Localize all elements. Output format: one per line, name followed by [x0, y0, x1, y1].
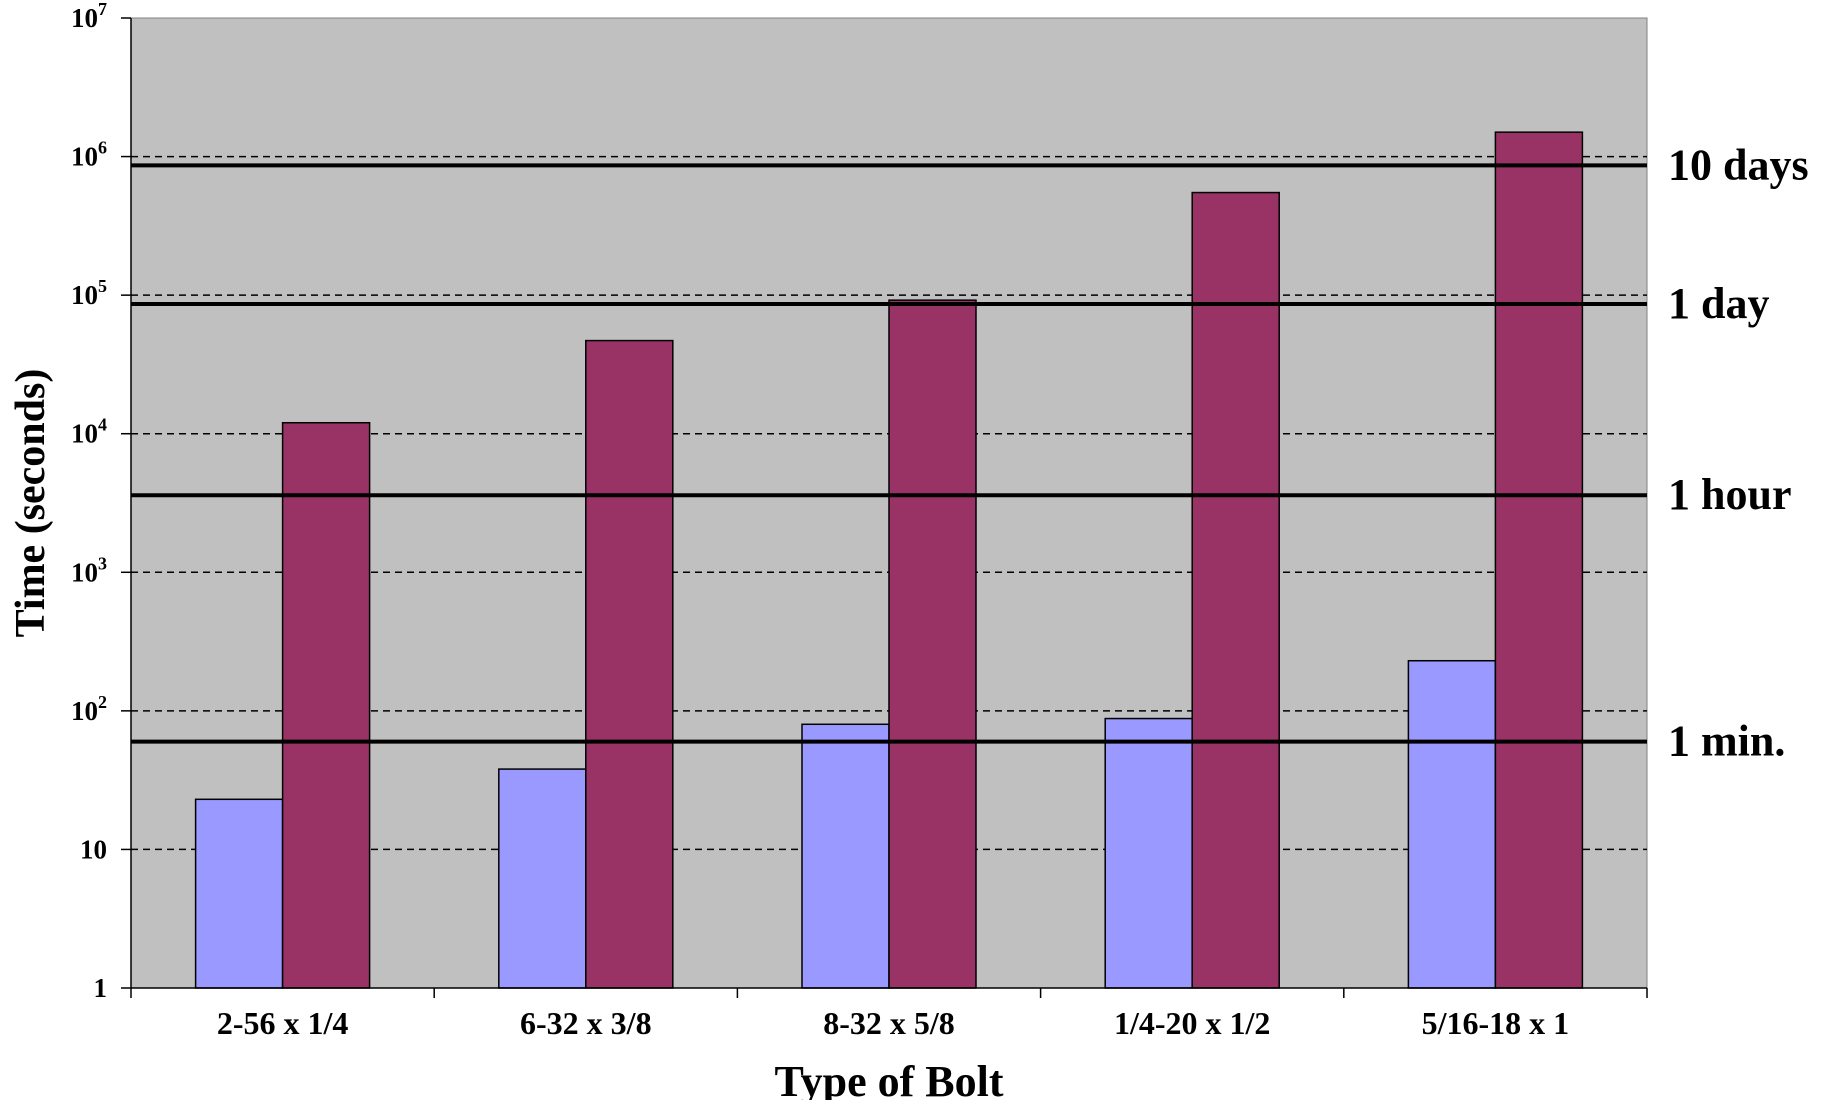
- y-tick-label: 103: [71, 553, 107, 587]
- x-tick-label: 2-56 x 1/4: [217, 1005, 349, 1041]
- y-tick-label: 105: [71, 276, 107, 310]
- y-tick-label: 102: [71, 692, 107, 726]
- gridlines: [131, 155, 1647, 851]
- bar-series-2: [1494, 131, 1584, 989]
- bar-series-2: [281, 421, 371, 989]
- reference-label: 1 min.: [1668, 717, 1785, 766]
- bar-series-1: [194, 798, 284, 989]
- axes: [121, 17, 1648, 998]
- tick-labels: 1 min. 1 hour 1 day 10 days 1 10 102 103 104 105 1…: [71, 0, 1809, 1041]
- x-axis-title: Type of Bolt: [775, 1057, 1004, 1100]
- y-tick-label: 10: [80, 834, 107, 864]
- bar-series-2: [585, 339, 674, 989]
- reference-label: 1 hour: [1668, 470, 1791, 519]
- reference-lines: [131, 163, 1647, 744]
- x-tick-label: 5/16-18 x 1: [1422, 1005, 1570, 1041]
- y-tick-label: 106: [71, 138, 107, 172]
- reference-label: 10 days: [1668, 140, 1809, 189]
- y-tick-label: 1: [94, 973, 108, 1003]
- bar-series-2: [1191, 191, 1280, 989]
- bar-series-1: [1104, 717, 1193, 989]
- x-tick-label: 8-32 x 5/8: [823, 1005, 955, 1041]
- bar-series-1: [1407, 659, 1497, 989]
- y-tick-label: 107: [71, 0, 107, 33]
- bars: [194, 131, 1584, 989]
- y-tick-label: 104: [71, 415, 107, 449]
- y-axis-title: Time (seconds): [8, 369, 54, 638]
- bar-series-1: [801, 723, 890, 989]
- bar-series-1: [498, 768, 587, 989]
- x-tick-label: 1/4-20 x 1/2: [1114, 1005, 1270, 1041]
- bar-series-2: [888, 299, 977, 989]
- reference-label: 1 day: [1668, 279, 1769, 328]
- x-tick-label: 6-32 x 3/8: [520, 1005, 652, 1041]
